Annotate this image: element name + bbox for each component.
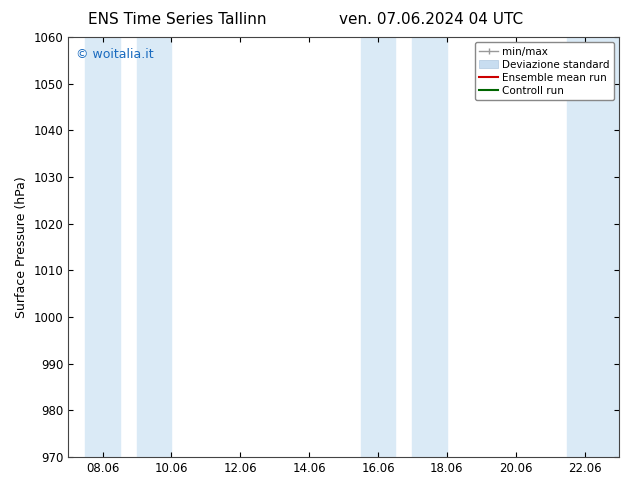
Bar xyxy=(361,37,395,457)
Legend: min/max, Deviazione standard, Ensemble mean run, Controll run: min/max, Deviazione standard, Ensemble m… xyxy=(475,42,614,100)
Bar xyxy=(137,37,171,457)
Text: © woitalia.it: © woitalia.it xyxy=(77,48,154,61)
Text: ven. 07.06.2024 04 UTC: ven. 07.06.2024 04 UTC xyxy=(339,12,523,27)
Bar xyxy=(567,37,619,457)
Y-axis label: Surface Pressure (hPa): Surface Pressure (hPa) xyxy=(15,176,28,318)
Bar xyxy=(86,37,120,457)
Bar xyxy=(413,37,447,457)
Text: ENS Time Series Tallinn: ENS Time Series Tallinn xyxy=(88,12,267,27)
